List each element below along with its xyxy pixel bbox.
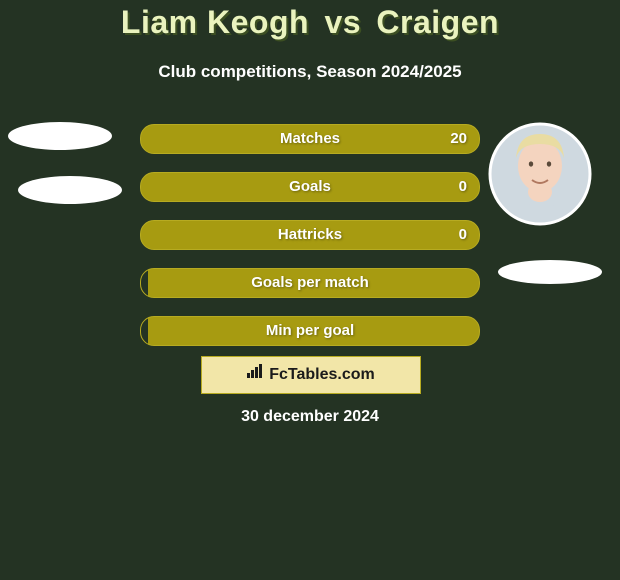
stat-label: Min per goal [141, 317, 479, 345]
stat-value: 20 [450, 125, 467, 153]
stats-panel: Matches20Goals0Hattricks0Goals per match… [140, 124, 480, 364]
stat-row: Hattricks0 [140, 220, 480, 250]
subtitle: Club competitions, Season 2024/2025 [0, 62, 620, 82]
branding-text: FcTables.com [269, 366, 375, 383]
stat-label: Goals per match [141, 269, 479, 297]
branding-box: FcTables.com [201, 356, 421, 394]
player1-avatar-placeholder-1 [8, 122, 112, 150]
player2-avatar [488, 122, 592, 226]
stat-row: Min per goal [140, 316, 480, 346]
comparison-card: Liam Keogh vs Craigen Club competitions,… [0, 0, 620, 580]
stat-value: 0 [459, 173, 467, 201]
title-vs: vs [324, 4, 361, 40]
stat-row: Goals per match [140, 268, 480, 298]
page-title: Liam Keogh vs Craigen [0, 4, 620, 41]
player1-avatar-placeholder-2 [18, 176, 122, 204]
stat-value: 0 [459, 221, 467, 249]
player2-avatar-placeholder [498, 260, 602, 284]
stat-row: Goals0 [140, 172, 480, 202]
branding-chart-icon [247, 356, 265, 392]
stat-label: Goals [141, 173, 479, 201]
title-player2: Craigen [376, 4, 499, 40]
player2-avatar-image [488, 122, 592, 226]
stat-label: Hattricks [141, 221, 479, 249]
stat-row: Matches20 [140, 124, 480, 154]
stat-label: Matches [141, 125, 479, 153]
report-date: 30 december 2024 [0, 408, 620, 426]
title-player1: Liam Keogh [121, 4, 309, 40]
